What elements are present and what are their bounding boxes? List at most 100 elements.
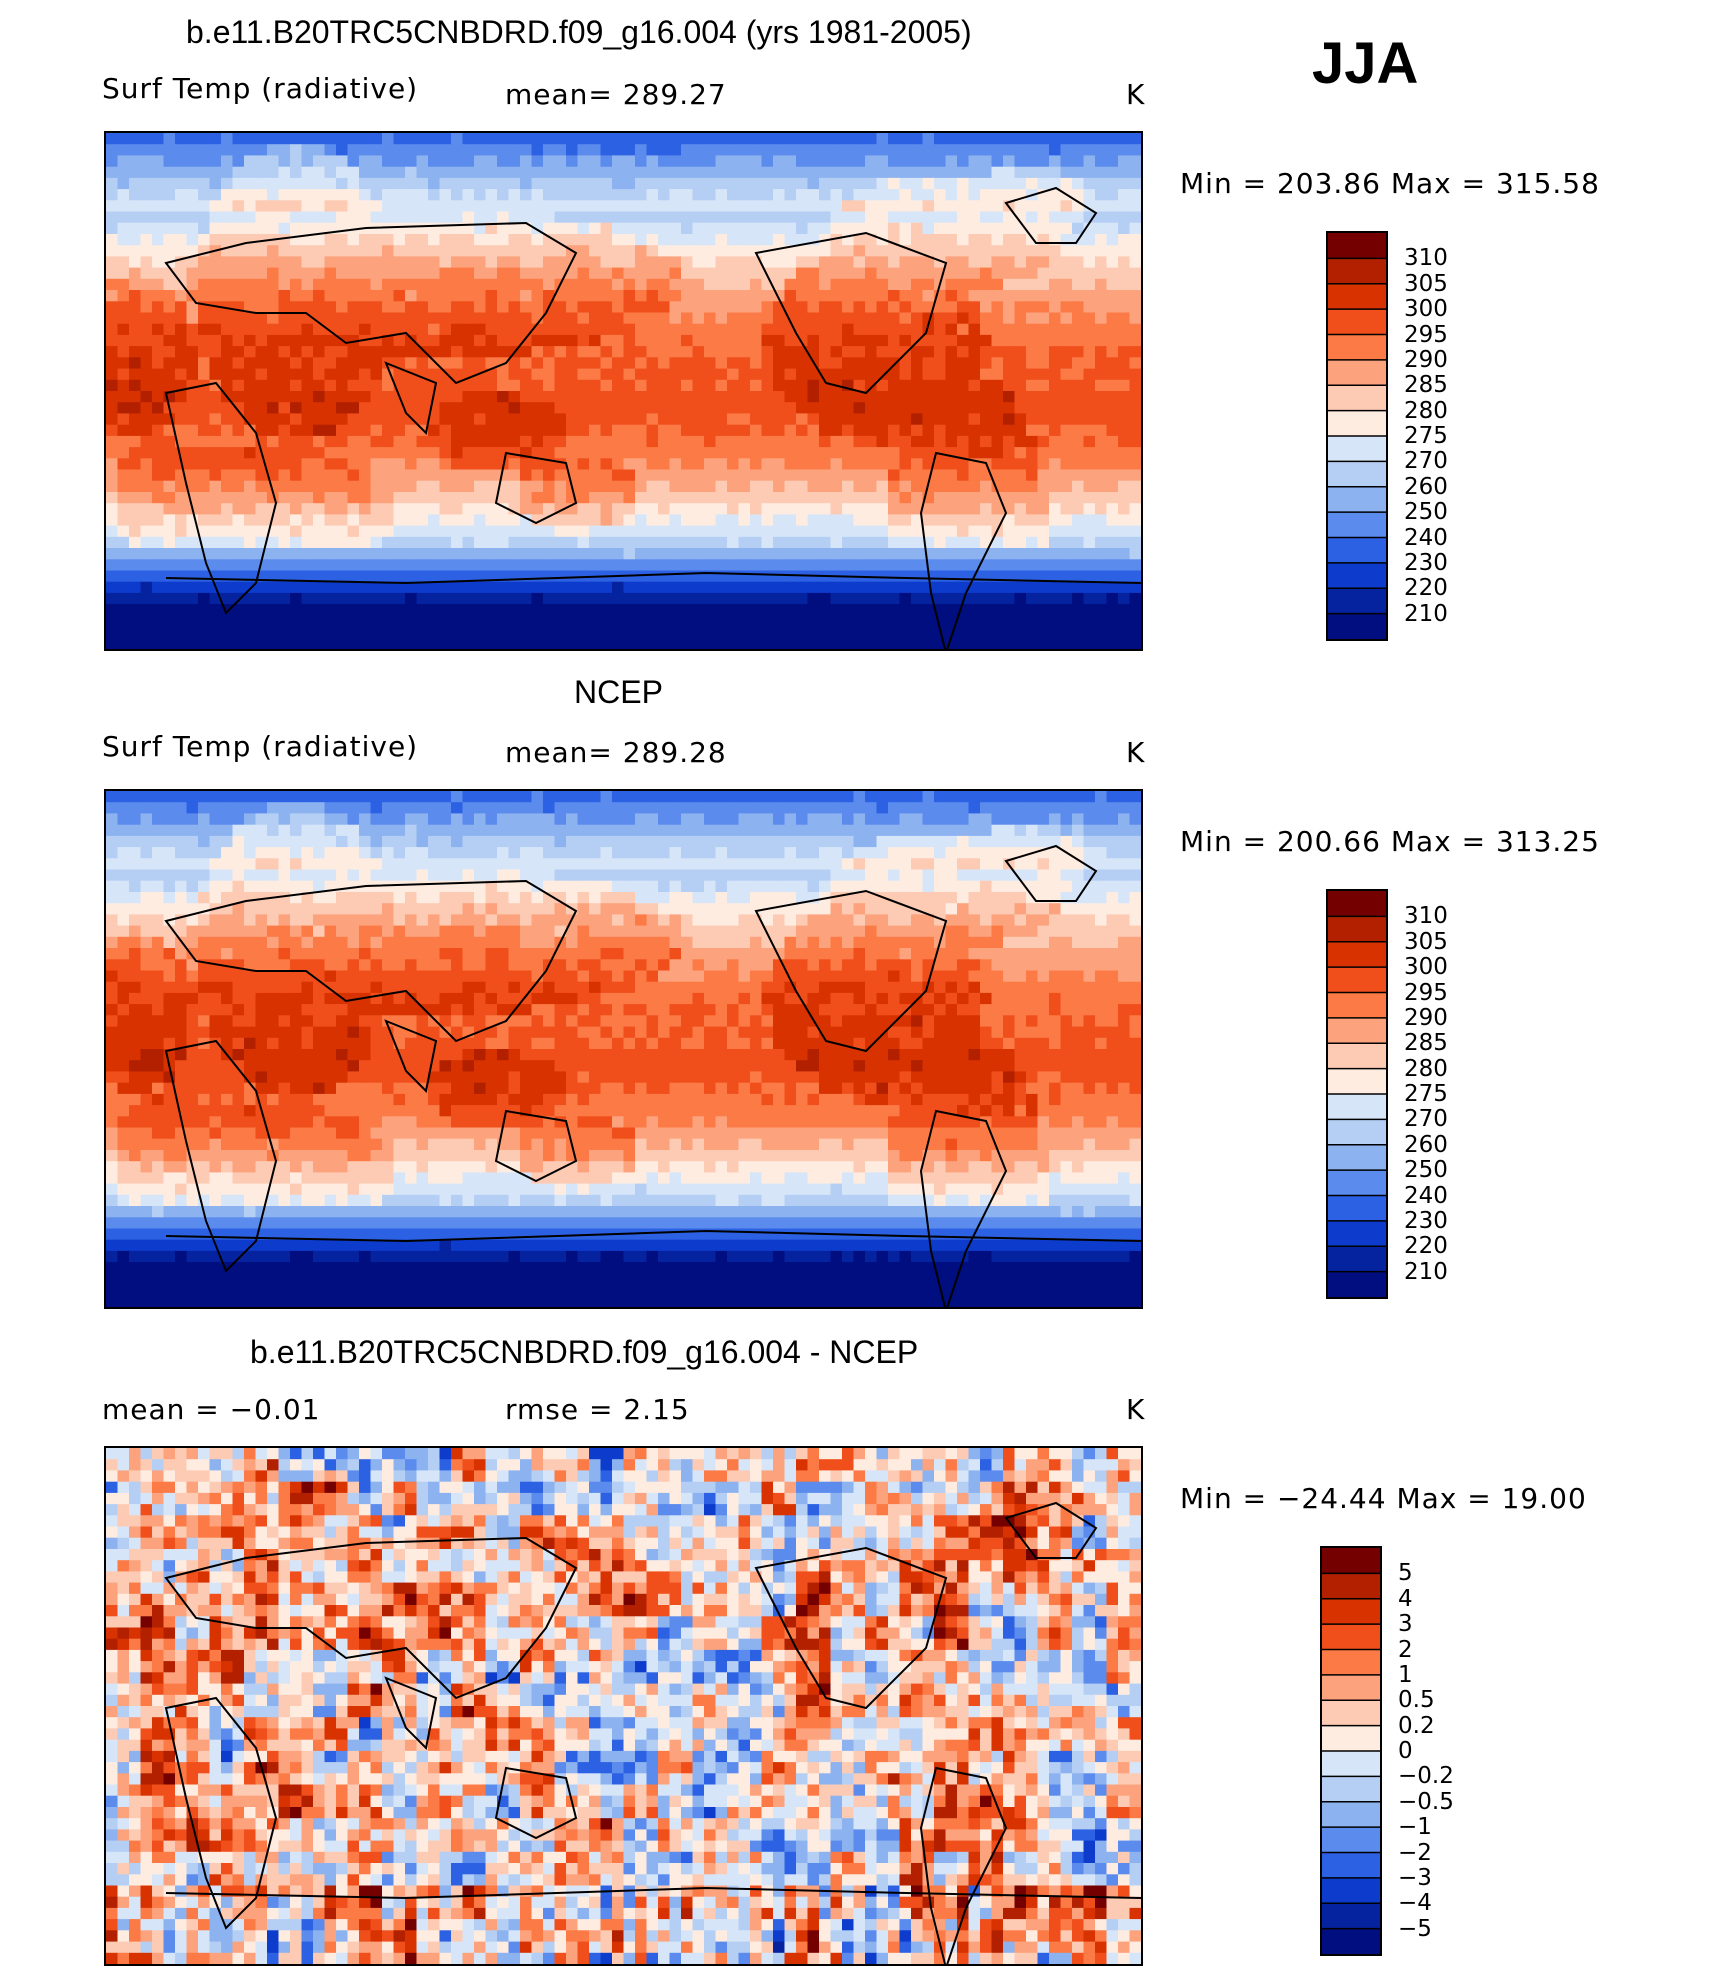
field-cell	[566, 824, 579, 837]
field-cell	[1003, 604, 1016, 616]
field-cell	[232, 880, 245, 893]
field-cell	[853, 802, 866, 814]
field-cell	[129, 256, 142, 269]
field-cell	[336, 626, 349, 639]
field-cell	[1060, 435, 1073, 448]
field-cell	[382, 312, 395, 325]
field-cell	[658, 514, 671, 527]
field-cell	[945, 536, 958, 549]
field-cell	[692, 368, 705, 381]
field-cell	[681, 536, 694, 549]
field-cell	[681, 824, 694, 837]
field-cell	[899, 211, 912, 224]
field-cell	[186, 245, 199, 257]
field-cell	[842, 177, 855, 190]
field-cell	[313, 435, 326, 448]
field-cell	[198, 525, 211, 538]
field-cell	[761, 813, 774, 826]
field-cell	[899, 346, 912, 358]
field-cell	[163, 245, 176, 257]
field-cell	[1118, 245, 1131, 257]
field-cell	[899, 267, 912, 280]
field-cell	[692, 290, 705, 302]
field-cell	[876, 626, 889, 639]
colorbar-swatch	[1328, 334, 1386, 361]
field-cell	[566, 133, 579, 145]
field-cell	[462, 869, 475, 882]
field-cell	[140, 177, 153, 190]
field-cell	[807, 413, 820, 426]
field-cell	[807, 435, 820, 448]
field-cell	[715, 200, 728, 213]
field-cell	[405, 791, 418, 803]
field-cell	[830, 458, 843, 471]
field-cell	[669, 536, 682, 549]
field-cell	[152, 301, 165, 314]
field-cell	[301, 847, 314, 859]
field-cell	[301, 835, 314, 848]
field-cell	[1083, 858, 1096, 871]
field-cell	[554, 267, 567, 280]
field-cell	[669, 346, 682, 358]
field-cell	[347, 368, 360, 381]
field-cell	[991, 211, 1004, 224]
field-cell	[290, 245, 303, 257]
field-cell	[922, 548, 935, 560]
field-cell	[278, 177, 291, 190]
field-cell	[704, 480, 717, 493]
field-cell	[508, 847, 521, 859]
field-cell	[715, 323, 728, 336]
field-cell	[1049, 592, 1062, 605]
field-cell	[152, 592, 165, 605]
field-cell	[968, 536, 981, 549]
field-cell	[554, 525, 567, 538]
colorbar-swatch	[1328, 461, 1386, 488]
field-cell	[876, 211, 889, 224]
field-cell	[715, 166, 728, 179]
field-cell	[681, 413, 694, 426]
field-cell	[807, 447, 820, 459]
field-cell	[485, 211, 498, 224]
field-cell	[543, 402, 556, 414]
field-cell	[393, 813, 406, 826]
field-cell	[980, 256, 993, 269]
field-cell	[842, 435, 855, 448]
field-cell	[807, 323, 820, 336]
field-cell	[646, 155, 659, 168]
field-cell	[336, 368, 349, 381]
field-cell	[658, 469, 671, 482]
field-cell	[336, 346, 349, 358]
field-cell	[336, 177, 349, 190]
field-cell	[784, 200, 797, 213]
field-cell	[163, 536, 176, 549]
field-cell	[485, 559, 498, 572]
field-cell	[750, 480, 763, 493]
field-cell	[658, 492, 671, 504]
field-cell	[129, 144, 142, 156]
field-cell	[899, 469, 912, 482]
field-cell	[819, 166, 832, 179]
field-cell	[393, 492, 406, 504]
field-cell	[784, 592, 797, 605]
field-cell	[405, 256, 418, 269]
field-cell	[416, 222, 429, 235]
field-cell	[520, 514, 533, 527]
field-cell	[646, 256, 659, 269]
field-cell	[336, 536, 349, 549]
field-cell	[957, 637, 970, 649]
field-cell	[221, 525, 234, 538]
field-cell	[888, 514, 901, 527]
field-cell	[704, 245, 717, 257]
field-cell	[1003, 346, 1016, 358]
field-cell	[773, 570, 786, 583]
field-cell	[370, 368, 383, 381]
field-cell	[152, 290, 165, 302]
field-cell	[393, 559, 406, 572]
field-cell	[347, 626, 360, 639]
field-cell	[957, 525, 970, 538]
field-cell	[761, 323, 774, 336]
field-cell	[370, 234, 383, 246]
field-cell	[428, 791, 441, 803]
field-cell	[600, 835, 613, 848]
field-cell	[186, 435, 199, 448]
